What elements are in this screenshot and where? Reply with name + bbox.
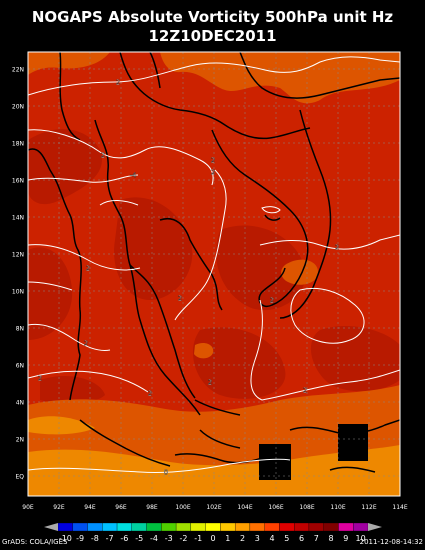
coastlines: [28, 52, 400, 473]
colorbar-right-arrow: [368, 523, 382, 531]
colorbar-swatch: [279, 522, 295, 532]
colorbar-label: -3: [165, 534, 173, 543]
contour-label: 2: [86, 265, 90, 273]
colorbar-label: 0: [210, 534, 215, 543]
colorbar: [44, 522, 382, 532]
colorbar-swatch: [57, 522, 73, 532]
lon-label: 114E: [392, 504, 407, 511]
colorbar-label: 10: [356, 534, 366, 543]
colorbar-swatch: [308, 522, 324, 532]
colorbar-swatch: [72, 522, 88, 532]
contour-label: 2: [101, 152, 105, 160]
colorbar-label: -10: [59, 534, 72, 543]
contour-label: 2: [178, 295, 182, 303]
lon-label: 94E: [84, 504, 96, 511]
colorbar-label: 6: [299, 534, 304, 543]
contour-label: 2: [84, 340, 88, 348]
colorbar-label: -6: [120, 534, 128, 543]
colorbar-swatch: [146, 522, 162, 532]
colorbar-swatch: [175, 522, 192, 532]
colorbar-label: -5: [135, 534, 143, 543]
colorbar-label: 3: [255, 534, 260, 543]
contour-label: 0: [164, 469, 168, 477]
colorbar-label: -2: [179, 534, 187, 543]
map-datetime: 12Z10DEC2011: [148, 27, 277, 45]
colorbar-swatch: [338, 522, 354, 532]
colorbar-swatch: [87, 522, 103, 532]
contour-label: 2: [303, 387, 307, 395]
contour-label: 2: [270, 297, 274, 305]
contour-label: 2: [211, 157, 215, 165]
colorbar-label: 9: [343, 534, 348, 543]
colorbar-label: -7: [106, 534, 114, 543]
colorbar-swatch: [353, 522, 369, 532]
lon-label: 90E: [22, 504, 34, 511]
contour-label: 2: [335, 244, 339, 252]
plot-frame: [27, 51, 401, 497]
colorbar-left-arrow: [44, 523, 58, 531]
lat-lon-grid: [28, 52, 400, 496]
lat-label: 10N: [12, 289, 24, 296]
lon-label: 112E: [361, 504, 376, 511]
colorbar-swatch: [205, 522, 221, 532]
colorbar-swatch: [161, 522, 177, 532]
colorbar-swatch: [131, 522, 147, 532]
lat-label: 20N: [12, 104, 24, 111]
lon-label: 100E: [175, 504, 190, 511]
map-title: NOGAPS Absolute Vorticity 500hPa unit Hz: [31, 8, 394, 26]
lat-label: 16N: [12, 178, 24, 185]
lat-label: 14N: [12, 215, 24, 222]
colorbar-label: -9: [76, 534, 84, 543]
footer-timestamp: 2011-12-08-14:32: [359, 538, 423, 546]
colorbar-swatch: [294, 522, 310, 532]
lon-label: 108E: [299, 504, 314, 511]
colorbar-label: 8: [329, 534, 334, 543]
lat-label: 2N: [16, 437, 24, 444]
lat-label: 22N: [12, 67, 24, 74]
colorbar-label: 1: [225, 534, 230, 543]
colorbar-labels: -10 -9 -8 -7 -6 -5 -4 -3 -2 -1 0 1 2 3 4 5 6 7 8 9 10: [59, 534, 366, 543]
vorticity-contours: [28, 56, 400, 474]
contour-label: 2: [148, 390, 152, 398]
lat-label: 4N: [16, 400, 24, 407]
colorbar-swatch: [234, 522, 251, 532]
contour-label: 2: [116, 79, 120, 87]
contour-label: 2: [38, 375, 42, 383]
colorbar-label: 7: [314, 534, 319, 543]
lat-label: 6N: [16, 363, 24, 370]
latitude-labels: 22N 20N 18N 16N 14N 12N 10N 8N 6N 4N 2N EQ: [12, 67, 24, 481]
lon-label: 96E: [115, 504, 127, 511]
longitude-labels: 90E 92E 94E 96E 98E 100E 102E 104E 106E 108E 110E 1…: [22, 504, 408, 511]
colorbar-label: 4: [270, 534, 275, 543]
lon-label: 106E: [268, 504, 283, 511]
contour-label: 2: [211, 169, 215, 177]
lon-label: 92E: [53, 504, 65, 511]
lat-label: 8N: [16, 326, 24, 333]
lat-label: 18N: [12, 141, 24, 148]
colorbar-label: -1: [194, 534, 202, 543]
contour-labels: 2 2 2 -4 2 2 2 2 2 2 2 2 2 2 0: [38, 78, 340, 477]
lon-label: 98E: [146, 504, 158, 511]
colorbar-label: 2: [240, 534, 245, 543]
colorbar-swatch: [102, 522, 118, 532]
contour-label: 2: [208, 379, 212, 387]
colorbar-swatch: [190, 522, 206, 532]
contour-label: -4: [130, 172, 138, 180]
lat-label: EQ: [15, 474, 24, 481]
lon-label: 110E: [330, 504, 345, 511]
colorbar-label: -4: [150, 534, 158, 543]
lon-label: 102E: [206, 504, 221, 511]
colorbar-swatch: [220, 522, 236, 532]
colorbar-swatch: [264, 522, 280, 532]
lon-label: 104E: [237, 504, 252, 511]
colorbar-label: -8: [91, 534, 99, 543]
colorbar-swatch: [323, 522, 339, 532]
colorbar-swatch: [116, 522, 132, 532]
footer-credit: GrADS: COLA/IGES: [2, 538, 68, 546]
colorbar-label: 5: [284, 534, 289, 543]
colorbar-swatch: [249, 522, 265, 532]
lat-label: 12N: [12, 252, 24, 259]
